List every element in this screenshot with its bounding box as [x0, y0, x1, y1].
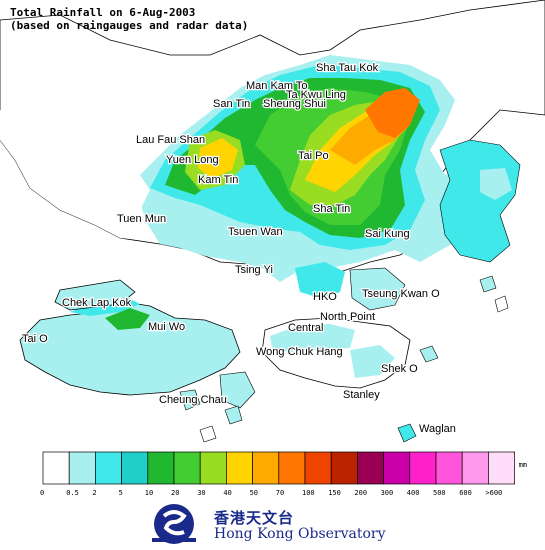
legend-tick-label: 200: [354, 489, 367, 497]
legend-swatch: [357, 451, 384, 485]
legend-swatch: [330, 451, 358, 485]
place-label-central: Central: [288, 322, 323, 334]
place-label-north-point: North Point: [320, 311, 375, 323]
legend-swatch: [461, 451, 489, 485]
place-label-man-kam-to: Man Kam To: [246, 80, 308, 92]
place-label-waglan: Waglan: [419, 423, 456, 435]
map-title: Total Rainfall on 6-Aug-2003: [10, 6, 196, 19]
legend-unit: mm: [519, 461, 527, 469]
legend-tick-label: 0: [40, 489, 44, 497]
place-label-san-tin: San Tin: [213, 98, 250, 110]
legend-swatch: [409, 451, 437, 485]
logo-name-chinese: 香港天文台: [214, 509, 295, 527]
place-label-sha-tau-kok: Sha Tau Kok: [316, 62, 379, 74]
legend-tick-label: 70: [276, 489, 284, 497]
place-label-ta-kwu-ling: Ta Kwu Ling: [286, 89, 346, 101]
legend-tick-label: 150: [328, 489, 341, 497]
legend-swatch: [95, 451, 122, 485]
legend-tick-label: 2: [92, 489, 96, 497]
legend-swatch: [121, 451, 149, 485]
place-label-mui-wo: Mui Wo: [148, 321, 185, 333]
place-label-tai-po: Tai Po: [298, 150, 329, 162]
legend-swatch: [147, 451, 175, 485]
land-coastline: [0, 0, 545, 443]
legend-tick-label: 600: [459, 489, 472, 497]
legend-swatch: [252, 451, 280, 485]
legend-swatch: [42, 451, 70, 485]
legend-swatch: [278, 451, 306, 485]
place-label-chek-lap-kok: Chek Lap Kok: [62, 297, 132, 309]
place-label-lau-fau-shan: Lau Fau Shan: [136, 134, 205, 146]
legend-tick-label: >600: [485, 489, 502, 497]
legend-tick-label: 400: [407, 489, 420, 497]
place-label-tsing-yi: Tsing Yi: [235, 264, 273, 276]
legend-tick-label: 300: [381, 489, 394, 497]
place-label-stanley: Stanley: [343, 389, 380, 401]
legend-tick-label: 100: [302, 489, 315, 497]
hko-logo-icon: [152, 504, 196, 544]
place-label-sheung-shui: Sheung Shui: [263, 98, 326, 110]
place-label-yuen-long: Yuen Long: [166, 154, 219, 166]
legend-swatch: [304, 451, 332, 485]
place-label-kam-tin: Kam Tin: [198, 174, 238, 186]
place-label-sai-kung: Sai Kung: [365, 228, 410, 240]
legend-tick-label: 0.5: [66, 489, 79, 497]
place-label-hko: HKO: [313, 291, 337, 303]
legend-swatch: [199, 451, 227, 485]
place-label-sha-tin: Sha Tin: [313, 203, 350, 215]
place-label-shek-o: Shek O: [381, 363, 418, 375]
legend-swatch: [173, 451, 201, 485]
legend-tick-label: 10: [145, 489, 153, 497]
place-label-tsuen-wan: Tsuen Wan: [228, 226, 283, 238]
legend-swatch: [488, 451, 515, 485]
place-label-wong-chuk-hang: Wong Chuk Hang: [256, 346, 343, 358]
logo-name-english: Hong Kong Observatory: [214, 526, 386, 542]
legend-tick-label: 50: [250, 489, 258, 497]
legend-tick-label: 500: [433, 489, 446, 497]
legend-swatch: [383, 451, 411, 485]
legend-swatch: [226, 451, 253, 485]
place-label-tuen-mun: Tuen Mun: [117, 213, 166, 225]
legend-tick-label: 30: [197, 489, 205, 497]
place-label-tseung-kwan-o: Tseung Kwan O: [362, 288, 440, 300]
legend-tick-label: 5: [119, 489, 123, 497]
map-subtitle: (based on raingauges and radar data): [10, 19, 249, 32]
legend-swatch: [435, 451, 463, 485]
place-label-cheung-chau: Cheung Chau: [159, 394, 227, 406]
legend-tick-label: 40: [223, 489, 231, 497]
place-label-tai-o: Tai O: [22, 333, 48, 345]
legend-tick-label: 20: [171, 489, 179, 497]
legend-swatch: [68, 451, 96, 485]
